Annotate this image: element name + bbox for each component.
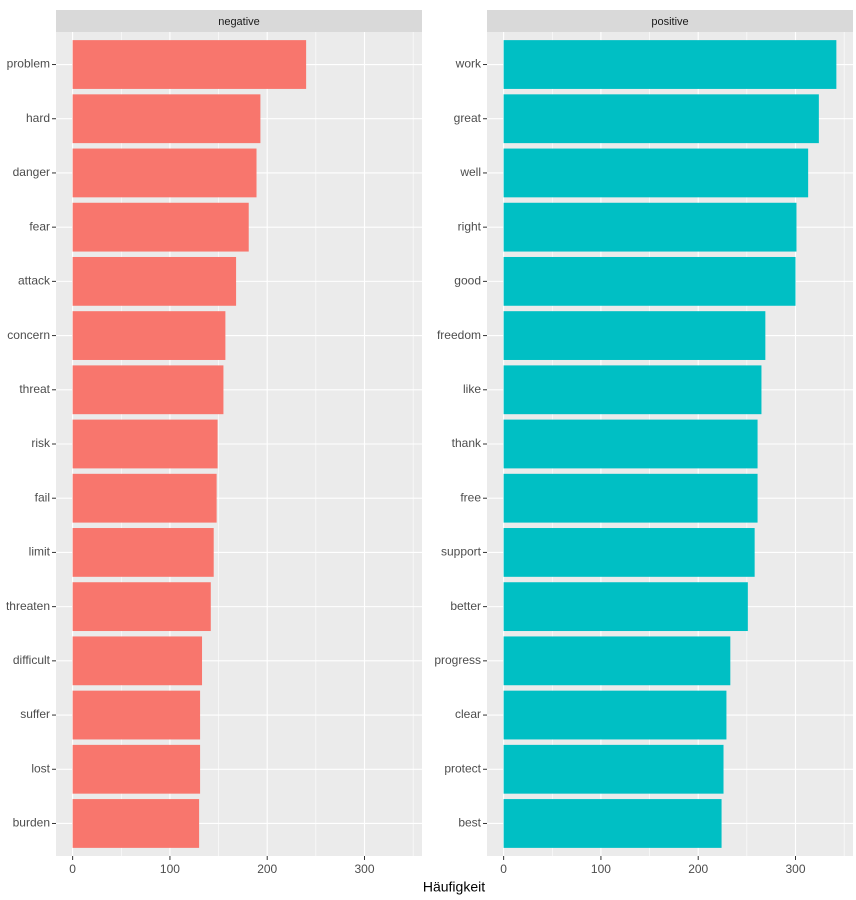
y-tick-label: better xyxy=(450,599,481,613)
y-tick-label: best xyxy=(458,816,481,830)
bar xyxy=(503,202,797,252)
y-tick-label: threat xyxy=(19,382,50,396)
bar xyxy=(503,744,724,794)
bar xyxy=(503,94,819,144)
bar xyxy=(72,744,201,794)
y-tick-label: hard xyxy=(26,111,50,125)
bar xyxy=(503,690,727,740)
y-tick-label: concern xyxy=(7,328,50,342)
panel-title: negative xyxy=(218,16,260,28)
bar xyxy=(503,636,731,686)
bar xyxy=(503,419,758,469)
y-tick-label: burden xyxy=(13,816,50,830)
bar xyxy=(72,256,237,306)
y-tick-label: work xyxy=(455,57,482,71)
bar xyxy=(72,419,218,469)
y-tick-label: clear xyxy=(455,707,481,721)
bar xyxy=(72,311,226,360)
bar xyxy=(503,528,755,577)
y-tick-label: thank xyxy=(452,436,482,450)
y-tick-label: problem xyxy=(7,57,50,71)
bar xyxy=(503,148,809,198)
bar xyxy=(503,256,796,306)
x-tick-label: 0 xyxy=(69,862,76,876)
y-tick-label: suffer xyxy=(20,707,50,721)
y-tick-label: lost xyxy=(31,761,50,775)
x-tick-label: 200 xyxy=(257,862,277,876)
y-tick-label: great xyxy=(454,111,482,125)
bar xyxy=(72,473,217,523)
bar xyxy=(72,690,201,740)
bar xyxy=(503,365,762,415)
y-tick-label: protect xyxy=(444,761,481,775)
y-tick-label: attack xyxy=(18,274,51,288)
y-tick-label: well xyxy=(459,165,481,179)
x-tick-label: 200 xyxy=(688,862,708,876)
bar xyxy=(72,528,214,577)
y-tick-label: danger xyxy=(13,165,50,179)
x-tick-label: 100 xyxy=(591,862,611,876)
y-tick-label: free xyxy=(460,490,481,504)
strip xyxy=(56,10,422,32)
x-tick-label: 300 xyxy=(354,862,374,876)
y-tick-label: risk xyxy=(31,436,51,450)
y-tick-label: like xyxy=(463,382,481,396)
bar xyxy=(72,799,200,848)
bar xyxy=(72,202,249,252)
x-tick-label: 100 xyxy=(160,862,180,876)
x-tick-label: 0 xyxy=(500,862,507,876)
bar xyxy=(503,311,766,360)
y-tick-label: threaten xyxy=(6,599,50,613)
y-tick-label: limit xyxy=(29,545,51,559)
y-tick-label: right xyxy=(458,219,482,233)
y-tick-label: progress xyxy=(434,653,481,667)
bar xyxy=(72,40,307,89)
y-tick-label: difficult xyxy=(13,653,51,667)
strip xyxy=(487,10,853,32)
y-tick-label: support xyxy=(441,545,482,559)
panel-title: positive xyxy=(651,16,688,28)
bar xyxy=(72,582,211,632)
bar xyxy=(72,148,257,198)
y-tick-label: fail xyxy=(35,490,50,504)
y-tick-label: good xyxy=(454,274,481,288)
bar xyxy=(503,582,748,632)
x-tick-label: 300 xyxy=(785,862,805,876)
y-tick-label: freedom xyxy=(437,328,481,342)
bar xyxy=(72,636,203,686)
x-axis-title: Häufigkeit xyxy=(423,879,485,895)
bar xyxy=(503,473,758,523)
bar xyxy=(72,365,224,415)
bar xyxy=(503,799,722,848)
bar xyxy=(72,94,261,144)
y-tick-label: fear xyxy=(29,219,50,233)
bar xyxy=(503,40,837,89)
